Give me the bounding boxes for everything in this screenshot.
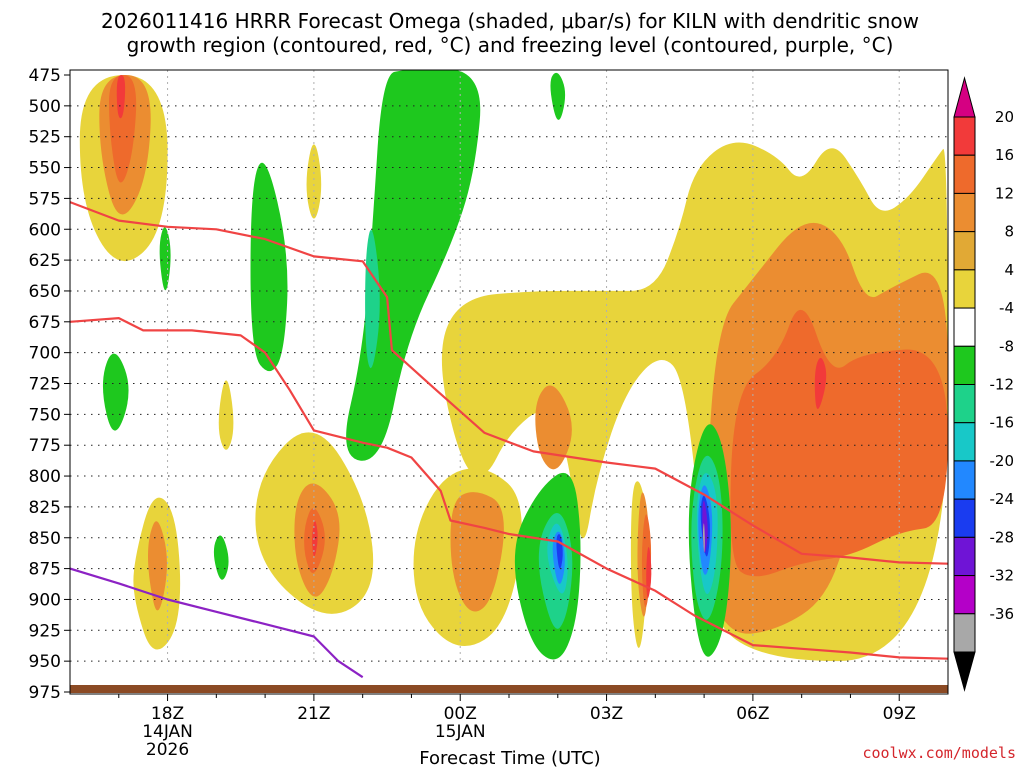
dgz-contour-top	[70, 201, 948, 565]
colorbar-label: 8	[1004, 223, 1014, 241]
omega-region-8	[148, 521, 167, 611]
colorbar-label: 20	[995, 108, 1014, 126]
omega-region-4	[306, 144, 322, 219]
colorbar-segment	[953, 269, 976, 309]
y-tick-label: 950	[29, 652, 61, 672]
colorbar-label: 16	[995, 146, 1014, 164]
x-axis-label: Forecast Time (UTC)	[419, 748, 600, 768]
colorbar-segment	[953, 231, 976, 271]
x-tick-date: 14JAN	[142, 722, 193, 742]
y-tick-label: 550	[29, 159, 61, 179]
colorbar-label: 12	[995, 184, 1014, 202]
omega-region-neg4	[550, 72, 566, 120]
colorbar-segment	[953, 307, 976, 347]
y-tick-label: 750	[29, 405, 61, 425]
y-tick-label: 700	[29, 344, 61, 364]
colorbar-segment	[953, 345, 976, 385]
y-tick-label: 775	[29, 436, 61, 456]
colorbar-label: -4	[999, 299, 1014, 317]
x-tick-label: 06Z	[736, 704, 769, 724]
y-tick-label: 575	[29, 189, 61, 209]
x-tick-label: 00Z	[444, 704, 477, 724]
omega-region-neg8	[365, 229, 380, 369]
colorbar-label: -36	[990, 605, 1015, 623]
omega-region-8	[535, 385, 572, 470]
chart-title-line-1: 2026011416 HRRR Forecast Omega (shaded, …	[101, 9, 919, 33]
y-tick-label: 875	[29, 560, 61, 580]
colorbar-segment	[953, 116, 976, 156]
x-tick-year: 2026	[146, 740, 189, 760]
x-tick-label: 18Z	[151, 704, 184, 724]
colorbar-label: -32	[990, 567, 1015, 585]
colorbar-segment	[953, 575, 976, 615]
colorbar-segment	[953, 422, 976, 462]
colorbar-label: -24	[990, 490, 1015, 508]
omega-region-16	[646, 547, 652, 598]
omega-region-4	[218, 380, 234, 450]
y-tick-label: 925	[29, 621, 61, 641]
omega-region-12	[730, 309, 948, 577]
omega-region-neg4	[250, 162, 288, 372]
colorbar-segment	[953, 384, 976, 424]
colorbar-label: 4	[1004, 261, 1014, 279]
colorbar-segment	[953, 498, 976, 538]
x-tick-label: 03Z	[590, 704, 623, 724]
y-tick-label: 800	[29, 467, 61, 487]
omega-region-12	[109, 75, 137, 183]
y-tick-label: 500	[29, 97, 61, 117]
x-tick-label: 21Z	[297, 704, 330, 724]
colorbar-segment	[953, 536, 976, 577]
colorbar-bottom-arrow	[953, 651, 976, 692]
colorbar: 20 16 12 8 4 -4 -8 -12 -16 -20 -24 -28 -32 -36	[953, 76, 1015, 692]
colorbar-segment	[953, 613, 976, 653]
y-tick-label: 650	[29, 282, 61, 302]
gridlines	[70, 70, 948, 662]
y-tick-label: 675	[29, 313, 61, 333]
colorbar-segment	[953, 192, 976, 233]
colorbar-segment	[953, 460, 976, 500]
y-tick-label: 600	[29, 220, 61, 240]
omega-region-neg4	[102, 353, 129, 431]
omega-region-16	[312, 521, 318, 557]
y-tick-label: 975	[29, 683, 61, 703]
y-tick-label: 850	[29, 529, 61, 549]
colorbar-segment	[953, 154, 976, 194]
y-tick-label: 825	[29, 498, 61, 518]
y-tick-label: 625	[29, 251, 61, 271]
colorbar-top-arrow	[953, 76, 976, 118]
y-tick-label: 725	[29, 375, 61, 395]
x-tick-label: 09Z	[883, 704, 916, 724]
site-credit: coolwx.com/models	[862, 744, 1016, 762]
terrain-surface	[70, 685, 948, 693]
y-tick-label: 900	[29, 590, 61, 610]
omega-region-8	[450, 492, 504, 612]
contour-lines	[70, 201, 948, 679]
omega-shading	[79, 70, 948, 662]
omega-region-16	[116, 75, 126, 119]
dgz-contour-bottom	[70, 317, 948, 660]
omega-region-neg4	[346, 70, 481, 461]
colorbar-label: -28	[990, 528, 1015, 546]
colorbar-label: -12	[990, 376, 1015, 394]
chart-title-line-2: growth region (contoured, red, °C) and f…	[127, 33, 894, 57]
omega-region-neg32	[703, 523, 705, 553]
freezing-level-contour	[70, 567, 364, 679]
x-tick-date: 15JAN	[435, 722, 486, 742]
colorbar-label: -20	[990, 452, 1015, 470]
colorbar-label: -16	[990, 414, 1015, 432]
colorbar-label: -8	[999, 337, 1014, 355]
pressure-axis: 475 500 525 550 575 600 625 650 675 700 725 750 775 8…	[29, 66, 70, 703]
y-tick-label: 475	[29, 66, 61, 86]
y-tick-label: 525	[29, 128, 61, 148]
